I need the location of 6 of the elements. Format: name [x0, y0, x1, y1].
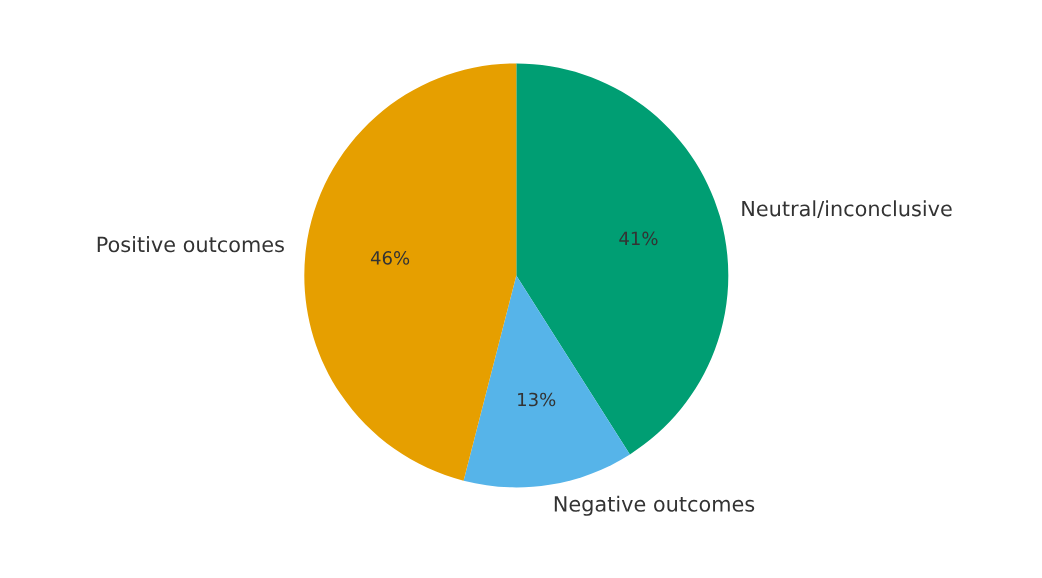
- data-label: 41%: [619, 231, 658, 246]
- slice-label: Negative outcomes: [554, 495, 755, 516]
- data-label: 13%: [518, 392, 556, 407]
- data-label: 46%: [370, 251, 410, 265]
- slice-label: Positive outcomes: [97, 236, 284, 253]
- slice-label: Neutral/inconclusive: [742, 200, 952, 219]
